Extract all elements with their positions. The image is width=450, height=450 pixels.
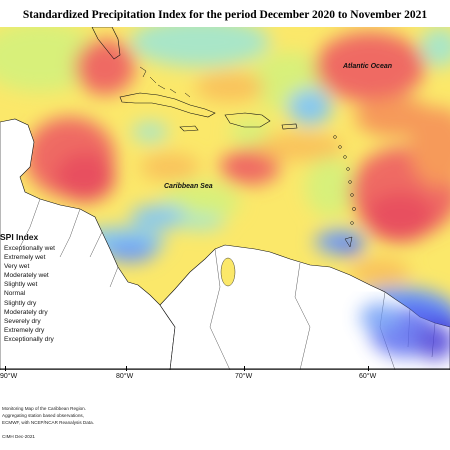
caribbean-sea-label: Caribbean Sea <box>164 183 213 190</box>
land-dry-patch <box>220 257 236 287</box>
puerto-rico-outline <box>281 123 298 130</box>
legend-title: SPI Index <box>0 232 39 242</box>
legend-item-extremely-dry: Extremely dry <box>4 326 45 334</box>
legend-item-slightly-dry: Slightly dry <box>4 299 37 307</box>
credit-line-1: Monitoring Map of the Caribbean Region. <box>2 406 87 411</box>
longitude-label-70w: 70°W <box>235 373 253 380</box>
land-wet-overlay <box>360 303 450 360</box>
credit-line-2: Aggregating station based observations, <box>2 413 84 418</box>
legend-item-exceptionally-wet: Exceptionally wet <box>4 245 55 252</box>
florida-outline <box>91 27 121 60</box>
legend-item-moderately-wet: Moderately wet <box>4 272 49 280</box>
map-title: Standardized Precipitation Index for the… <box>22 9 428 21</box>
atlantic-ocean-label: Atlantic Ocean <box>343 63 393 70</box>
credit-line-4: CIMH Dec-2021 <box>2 434 35 439</box>
tick-80w <box>126 366 127 371</box>
jamaica-outline <box>179 125 199 132</box>
longitude-label-60w: 60°W <box>359 373 377 380</box>
legend-item-severely-dry: Severely dry <box>4 317 41 325</box>
legend-item-slightly-wet: Slightly wet <box>4 281 38 289</box>
cuba-outline <box>119 92 216 118</box>
spi-legend: SPI Index Exceptionally wet Extremely we… <box>0 232 92 344</box>
tick-90w <box>5 366 6 371</box>
tick-70w <box>244 366 245 371</box>
spi-map: Atlantic Ocean Caribbean Sea <box>0 27 450 370</box>
hispaniola-outline <box>224 112 271 128</box>
legend-item-exceptionally-dry: Exceptionally dry <box>4 335 54 343</box>
legend-item-extremely-wet: Extremely wet <box>4 254 46 262</box>
lesser-antilles-outline <box>333 135 356 248</box>
legend-item-very-wet: Very wet <box>4 263 30 271</box>
legend-item-normal: Normal <box>4 290 26 298</box>
credit-line-3: ECMWF, with NCEP/NCAR Reanalysis Data. <box>2 420 94 425</box>
legend-item-moderately-dry: Moderately dry <box>4 308 48 316</box>
longitude-label-90w: 90°W <box>0 373 18 380</box>
spi-map-canvas <box>0 27 450 370</box>
longitude-label-80w: 80°W <box>116 373 134 380</box>
bahamas-outline <box>139 66 191 98</box>
tick-60w <box>368 366 369 371</box>
spi-field <box>0 27 450 357</box>
